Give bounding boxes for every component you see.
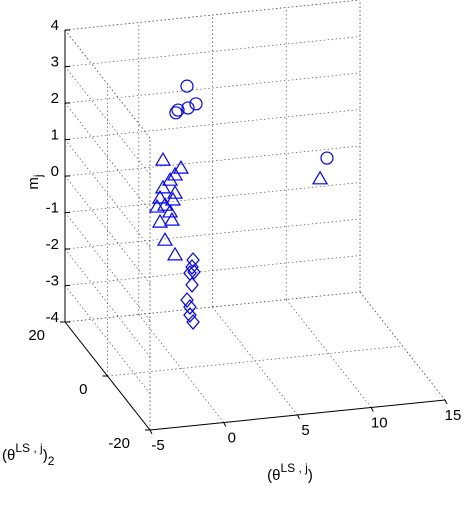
z-axis-label-part: j xyxy=(31,174,45,178)
y-tick-label: 20 xyxy=(28,327,45,344)
data-point xyxy=(185,259,199,275)
data-point xyxy=(156,232,174,246)
data-point xyxy=(183,307,197,323)
grid-line xyxy=(64,109,361,140)
grid-line xyxy=(107,345,403,377)
data-point xyxy=(181,101,195,115)
grid-line xyxy=(64,291,361,323)
data-point xyxy=(154,151,172,166)
grid-line xyxy=(64,72,361,104)
data-point xyxy=(180,292,194,308)
z-tick-label: 1 xyxy=(51,126,59,143)
x-tick-label: 15 xyxy=(445,407,462,424)
data-point xyxy=(151,189,169,204)
x-tick xyxy=(444,399,448,405)
grid-line xyxy=(138,314,225,423)
data-point xyxy=(186,252,200,268)
grid-line xyxy=(64,36,361,67)
x-tick xyxy=(370,407,374,412)
data-point xyxy=(154,179,172,194)
z-axis-label-part: m xyxy=(25,177,42,190)
data-point xyxy=(151,213,169,228)
x-axis-label-part: (θ xyxy=(267,467,280,484)
x-tick-label: 5 xyxy=(301,422,309,439)
x-axis-label-part: ) xyxy=(308,467,313,484)
data-point xyxy=(167,246,184,261)
data-point xyxy=(320,151,334,165)
data-point xyxy=(149,198,166,213)
data-point xyxy=(189,97,203,111)
z-tick-label: 4 xyxy=(51,17,59,34)
x-axis-label: (θLS , j) xyxy=(267,461,313,484)
data-point xyxy=(312,170,329,185)
y-axis-label-part: 2 xyxy=(48,454,55,468)
y-axis-label-part: LS , j xyxy=(15,441,42,455)
x-tick-label: 0 xyxy=(228,429,236,446)
grid-line xyxy=(64,139,151,248)
z-tick-label: -2 xyxy=(46,236,59,253)
y-tick-label: -20 xyxy=(108,435,130,452)
data-point xyxy=(185,276,199,293)
x-axis-label-part: LS , j xyxy=(280,461,307,475)
data-point xyxy=(167,185,184,199)
grid-line xyxy=(64,66,151,175)
z-tick-label: 2 xyxy=(51,90,59,107)
data-point xyxy=(167,166,184,181)
y-tick-label: 0 xyxy=(79,381,87,398)
z-tick-label: 3 xyxy=(51,53,59,70)
box-edge xyxy=(64,29,151,139)
box-edge xyxy=(359,291,446,401)
grid-line xyxy=(64,145,361,177)
grid-line xyxy=(285,299,372,408)
data-point xyxy=(186,314,200,330)
z-tick-label: -1 xyxy=(46,199,59,216)
z-tick-label: -3 xyxy=(46,272,59,289)
y-axis-label-part: ) xyxy=(43,447,48,464)
x-tick xyxy=(297,414,300,420)
grid-line xyxy=(64,175,151,285)
z-tick-label: -4 xyxy=(46,309,59,326)
data-point xyxy=(163,211,181,226)
z-tick-label: 0 xyxy=(51,163,59,180)
data-point xyxy=(171,103,185,117)
x-tick-label: 10 xyxy=(371,414,388,431)
x-tick xyxy=(223,422,227,427)
y-axis-label-part: (θ xyxy=(2,447,15,464)
box-edge xyxy=(64,0,361,31)
grid-line xyxy=(64,102,151,212)
z-axis-label: mj xyxy=(25,174,45,189)
data-point xyxy=(180,79,194,93)
x-tick-label: -5 xyxy=(151,437,164,454)
data-point xyxy=(156,196,174,211)
data-point xyxy=(169,106,183,120)
x-tick xyxy=(149,429,153,435)
data-point xyxy=(161,172,179,186)
data-point xyxy=(164,191,182,206)
data-point xyxy=(183,299,197,315)
data-point xyxy=(172,159,189,174)
y-axis-label: (θLS , j)2 xyxy=(2,441,55,468)
data-point xyxy=(187,264,201,280)
